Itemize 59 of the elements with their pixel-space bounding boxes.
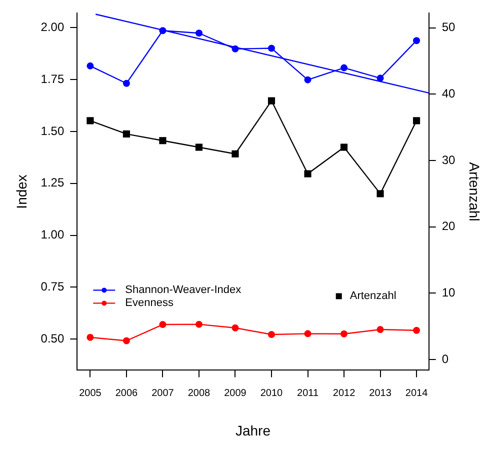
point [159,321,166,328]
point [232,45,239,52]
point [268,331,275,338]
point [304,76,312,84]
y2-tick-label: 40 [442,86,456,100]
point [195,320,202,328]
y2-tick-label: 50 [442,20,456,34]
point [86,334,94,341]
point [376,190,384,198]
x-tick-label: 2005 [79,388,102,399]
point [340,144,348,151]
y2-axis-title: Artenzahl [466,162,483,222]
point [86,62,94,70]
point [412,117,420,124]
legend-label: Artenzahl [350,290,396,302]
point [413,326,420,334]
point [195,144,203,151]
point [304,330,312,338]
point [268,97,276,104]
x-tick-label: 2012 [332,388,356,399]
y-tick-label: 1.50 [40,124,64,138]
point [159,137,166,144]
point [413,37,420,44]
point [86,117,94,124]
y-tick-label: 1.25 [40,176,64,190]
point [376,74,384,82]
y-tick-label: 1.75 [40,72,64,86]
point [195,30,202,37]
y2-tick-label: 0 [442,352,449,366]
x-tick-label: 2007 [152,388,174,399]
point [232,150,239,158]
y2-tick-label: 20 [442,219,456,234]
point [268,44,275,52]
y-tick-label: 2.00 [40,20,64,34]
point [159,27,166,34]
point [376,326,384,334]
x-tick-label: 2008 [188,388,211,399]
x-tick-label: 2010 [260,388,284,399]
point [304,170,312,178]
x-tick-label: 2011 [296,388,319,399]
x-axis-title: Jahre [235,422,271,438]
point [122,80,130,87]
x-tick-label: 2009 [224,388,247,399]
y-axis-title: Index [13,174,30,209]
x-tick-label: 2014 [405,388,428,399]
legend-label: Shannon-Weaver-Index [125,284,242,296]
y2-tick-label: 30 [442,152,456,167]
point [232,324,239,332]
point [122,130,130,138]
point [122,337,130,344]
y-tick-label: 1.00 [40,228,64,242]
y2-tick-label: 10 [442,286,456,300]
point [340,330,348,338]
y-tick-label: 0.75 [40,279,64,294]
x-tick-label: 2013 [369,388,392,399]
y-tick-label: 0.50 [40,331,64,346]
x-tick-label: 2006 [115,388,138,399]
point [340,64,348,72]
legend-label: Evenness [125,297,174,310]
